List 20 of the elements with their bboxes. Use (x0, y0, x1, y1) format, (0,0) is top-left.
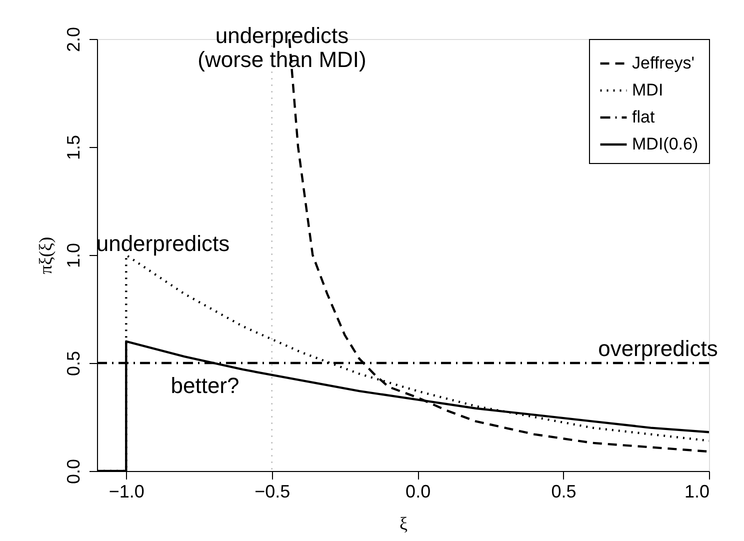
legend-label: flat (632, 108, 655, 126)
x-tick-label: 0.0 (406, 482, 431, 502)
x-tick-label: 0.5 (551, 482, 576, 502)
y-axis-title: πξ(ξ) (36, 236, 56, 274)
y-tick-label: 1.0 (64, 242, 84, 268)
x-axis-title: ξ (399, 514, 408, 534)
x-tick-label: 1.0 (684, 482, 710, 502)
y-tick-label: 0.5 (64, 350, 84, 376)
y-tick-label: 2.0 (64, 26, 84, 52)
y-tick-label: 0.0 (64, 458, 84, 484)
annotation: underpredicts (96, 231, 230, 256)
legend-label: MDI (632, 80, 664, 100)
legend-label: Jeffreys' (632, 54, 694, 72)
annotation: overpredicts (598, 336, 718, 361)
x-tick-label: −0.5 (254, 482, 290, 502)
y-tick-label: 1.5 (64, 134, 84, 160)
x-tick-label: −1.0 (108, 482, 144, 502)
annotation: better? (170, 373, 240, 398)
legend-label: MDI(0.6) (632, 134, 698, 154)
annotation: underpredicts (worse than MDI) (198, 23, 366, 72)
